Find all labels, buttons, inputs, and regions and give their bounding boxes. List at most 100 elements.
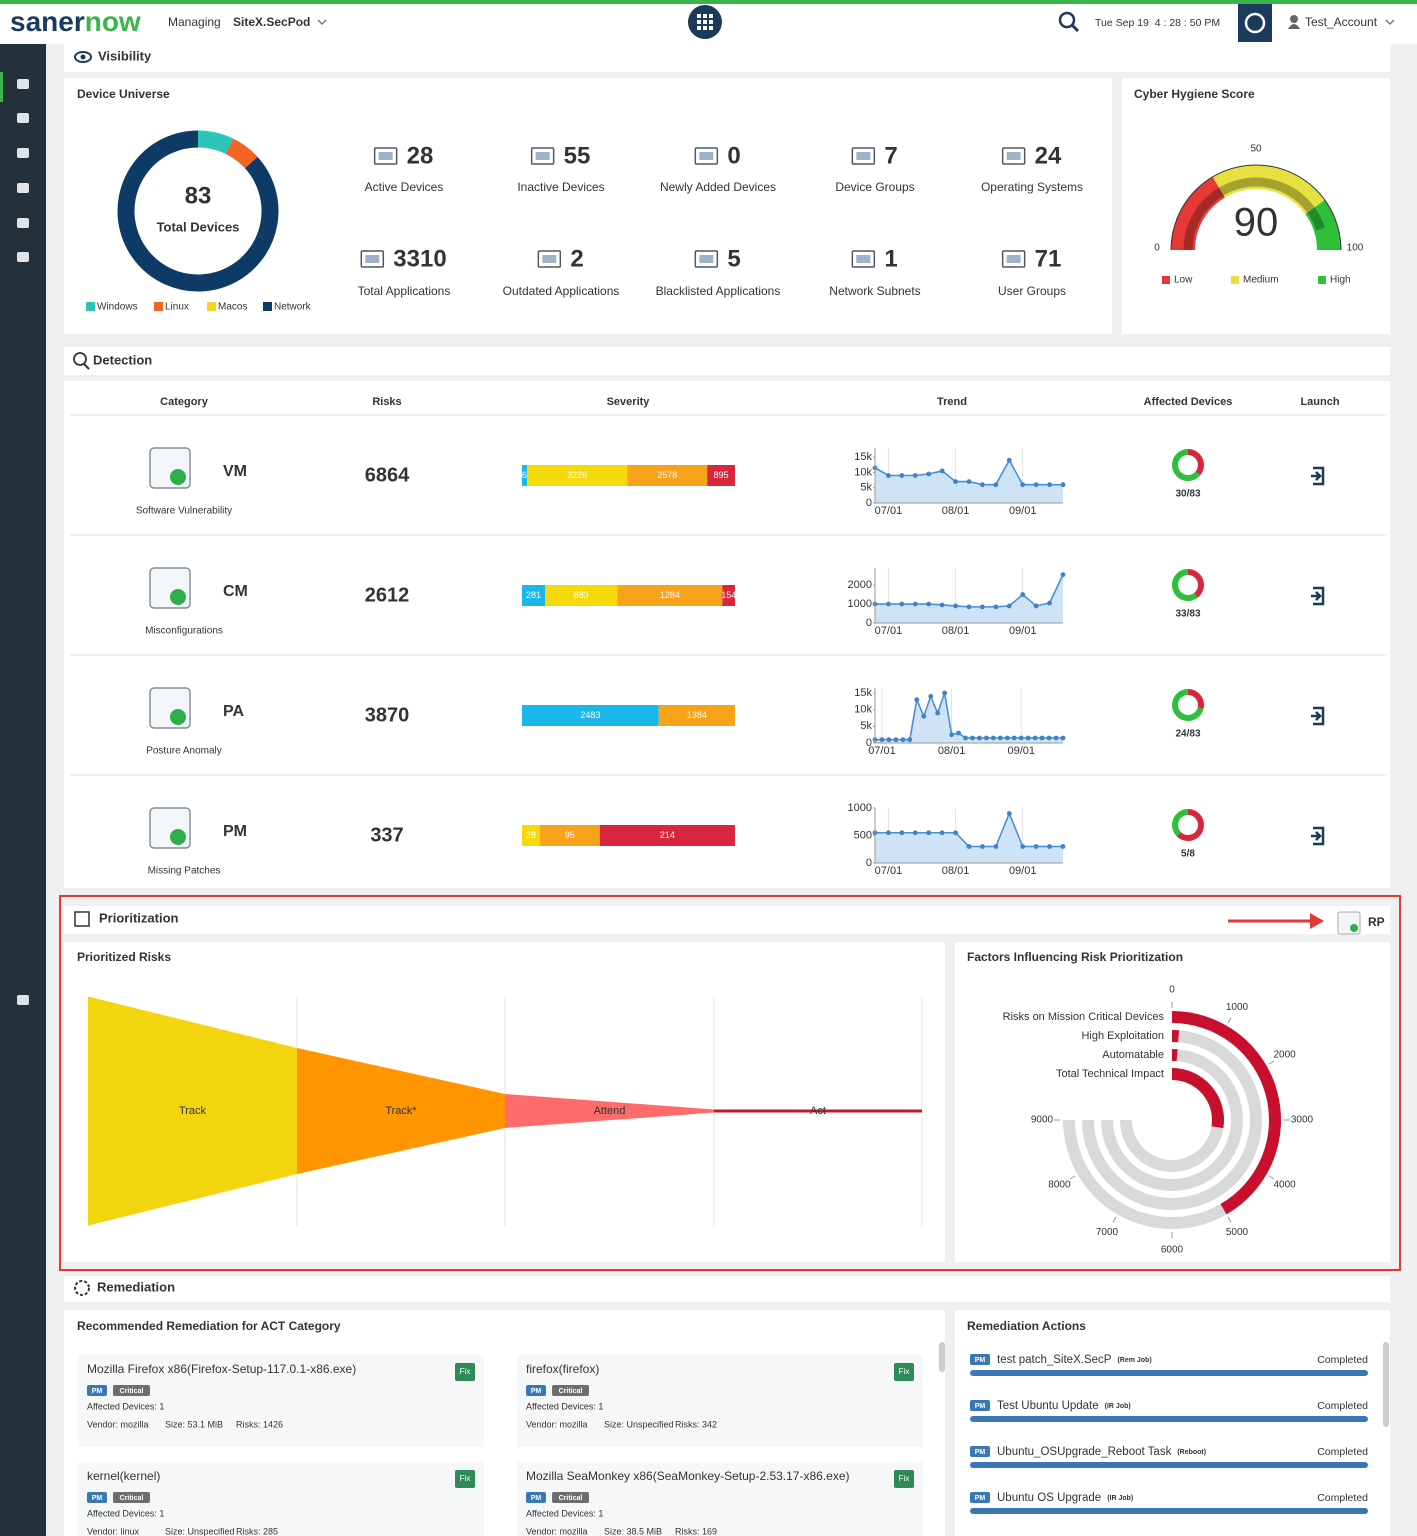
severity-label-box: 165 bbox=[522, 470, 527, 480]
stat-value: 3310 bbox=[393, 245, 446, 272]
progress-bar bbox=[970, 1508, 1368, 1514]
item-detail: Risks: 169 bbox=[675, 1526, 717, 1536]
sidebar-icon[interactable] bbox=[17, 148, 29, 158]
panel bbox=[64, 347, 1390, 375]
sidebar-icon[interactable] bbox=[17, 218, 29, 228]
item-detail: Vendor: mozilla bbox=[526, 1526, 588, 1536]
sidebar bbox=[0, 44, 46, 1536]
fix-button[interactable] bbox=[455, 1363, 475, 1381]
legend-label: Medium bbox=[1243, 275, 1279, 286]
trend-area bbox=[875, 813, 1063, 863]
action-status: Completed bbox=[1317, 1446, 1368, 1458]
stat-label: Blacklisted Applications bbox=[656, 284, 781, 298]
column-header: Trend bbox=[937, 396, 967, 408]
launch-button[interactable] bbox=[1311, 586, 1325, 606]
sidebar-icon[interactable] bbox=[17, 113, 29, 123]
y-tick-label: 15k bbox=[854, 687, 872, 699]
tick-mark bbox=[1069, 1175, 1076, 1180]
trend-point bbox=[900, 737, 906, 743]
radial-tick-label: 3000 bbox=[1291, 1115, 1314, 1126]
severity-label: 154 bbox=[721, 590, 736, 600]
sidebar-icon[interactable] bbox=[17, 995, 29, 1005]
severity-label: 1284 bbox=[660, 590, 680, 600]
item-detail: Size: Unspecified bbox=[604, 1419, 674, 1429]
severity-label: 895 bbox=[714, 470, 729, 480]
site-name[interactable]: SiteX.SecPod bbox=[233, 15, 310, 29]
tag-label: Critical bbox=[120, 1495, 144, 1502]
launch-button[interactable] bbox=[1311, 826, 1325, 846]
item-detail: Size: 53.1 MiB bbox=[165, 1419, 223, 1429]
section-title: Detection bbox=[93, 352, 152, 367]
trend-point bbox=[990, 735, 996, 741]
tag bbox=[113, 1385, 150, 1396]
trend-point bbox=[980, 482, 985, 488]
panel-title: Prioritized Risks bbox=[77, 950, 171, 964]
trend-point bbox=[926, 471, 932, 477]
section-title: Prioritization bbox=[99, 910, 179, 925]
stat-value: 1 bbox=[884, 245, 897, 272]
radial-tick-label: 9000 bbox=[1031, 1115, 1054, 1126]
y-tick-label: 0 bbox=[866, 617, 872, 629]
stat-icon bbox=[694, 147, 719, 165]
sidebar-icon[interactable] bbox=[17, 79, 29, 89]
rp-button[interactable]: RP bbox=[1368, 915, 1385, 929]
column-header: Risks bbox=[372, 396, 401, 408]
panel-title: Factors Influencing Risk Prioritization bbox=[967, 950, 1183, 964]
panel bbox=[64, 906, 1390, 934]
legend-label: Linux bbox=[165, 302, 189, 313]
y-tick-label: 10k bbox=[854, 466, 872, 478]
trend-point bbox=[886, 473, 891, 478]
legend-swatch bbox=[1318, 276, 1326, 284]
trend-point bbox=[984, 735, 989, 741]
total-arc bbox=[1172, 689, 1204, 721]
trend-point bbox=[914, 697, 920, 703]
stat-label: Device Groups bbox=[835, 180, 914, 194]
launch-button[interactable] bbox=[1311, 466, 1325, 486]
settings-button[interactable] bbox=[1238, 4, 1272, 42]
search-icon[interactable] bbox=[1058, 11, 1076, 29]
stat-icon-screen bbox=[365, 255, 380, 263]
severity-label: 28 bbox=[526, 830, 536, 840]
trend-point bbox=[980, 604, 985, 610]
fix-button[interactable] bbox=[894, 1363, 914, 1381]
panel-title: Cyber Hygiene Score bbox=[1134, 87, 1255, 101]
datetime: Tue Sep 19 4 : 28 : 50 PM bbox=[1095, 17, 1220, 29]
account-name[interactable]: Test_Account bbox=[1305, 15, 1378, 29]
column-header: Launch bbox=[1300, 396, 1339, 408]
severity-label-box: 3226 bbox=[567, 470, 587, 480]
eye-icon bbox=[74, 51, 92, 63]
stat-icon bbox=[360, 250, 385, 268]
fix-label: Fix bbox=[899, 1367, 910, 1376]
stat-value: 24 bbox=[1035, 142, 1062, 169]
category-icon-badge bbox=[170, 589, 186, 605]
fix-button[interactable] bbox=[455, 1470, 475, 1488]
trend-point bbox=[966, 479, 972, 485]
sidebar-icon[interactable] bbox=[17, 183, 29, 193]
y-tick-label: 10k bbox=[854, 704, 872, 716]
sidebar-active bbox=[0, 72, 3, 102]
radial-tick-label: 7000 bbox=[1096, 1227, 1119, 1238]
fix-label: Fix bbox=[460, 1474, 471, 1483]
severity-segment bbox=[658, 705, 735, 726]
fix-button[interactable] bbox=[894, 1470, 914, 1488]
severity-segment bbox=[627, 465, 708, 486]
trend-point bbox=[1006, 603, 1012, 609]
tag bbox=[970, 1492, 990, 1503]
x-tick-label: 09/01 bbox=[1009, 505, 1037, 517]
stat-icon bbox=[1001, 250, 1026, 268]
remediation-card bbox=[78, 1355, 484, 1447]
legend-label: Low bbox=[1174, 275, 1193, 286]
trend-area bbox=[875, 693, 1063, 743]
trend-point bbox=[1004, 735, 1010, 741]
sidebar-icon[interactable] bbox=[17, 252, 29, 262]
gauge-score: 90 bbox=[1234, 201, 1279, 245]
trend-point bbox=[1047, 600, 1052, 606]
tag bbox=[113, 1492, 150, 1503]
trend-point bbox=[977, 735, 982, 741]
launch-button[interactable] bbox=[1311, 706, 1325, 726]
affected-arc bbox=[1187, 449, 1204, 476]
trend-point bbox=[1047, 482, 1052, 488]
funnel-label: Track* bbox=[385, 1105, 417, 1117]
fix-label: Fix bbox=[899, 1474, 910, 1483]
